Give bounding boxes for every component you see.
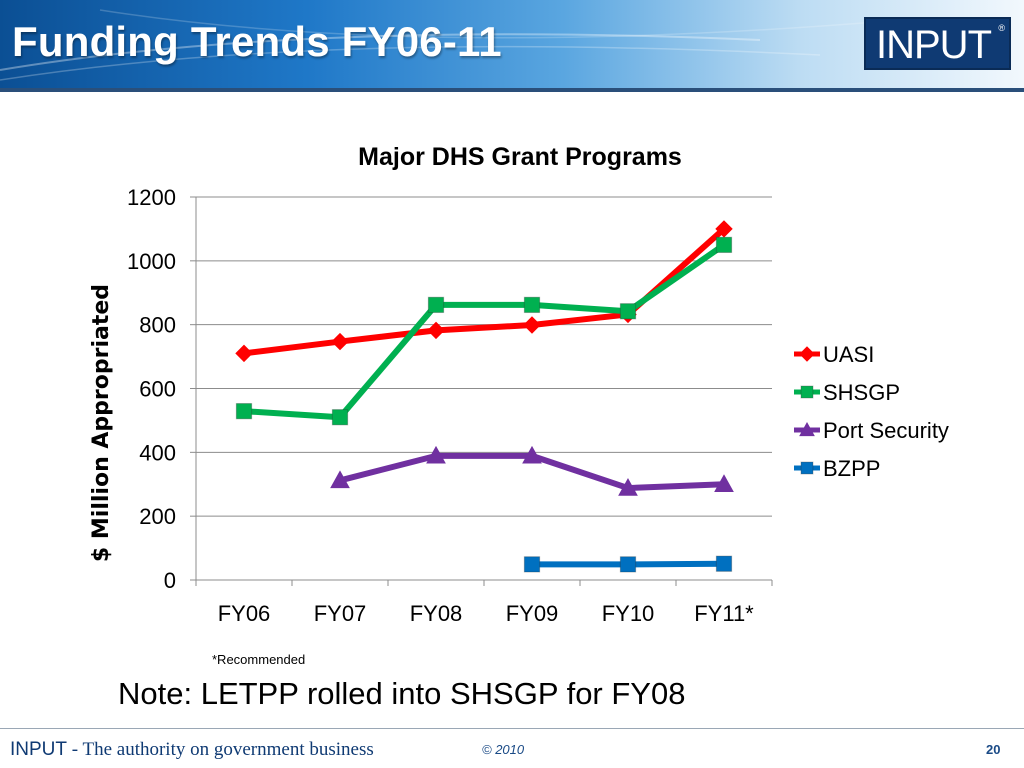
slide-header: Funding Trends FY06-11 INPUT ® [0,0,1024,92]
data-point-port-security [426,445,446,464]
x-tick-label: FY08 [410,601,463,626]
legend-marker [799,421,815,437]
legend-label: Port Security [823,418,949,443]
footer-copyright: © 2010 [482,742,525,757]
data-point-bzpp [619,556,637,573]
y-tick-label: 200 [139,504,176,529]
footer-tagline: INPUT - The authority on government busi… [10,739,374,761]
chart-tick-labels: 0 200 400 600 800 1000 1200 FY06 FY07 FY08 FY09 FY1… [127,185,754,626]
legend-label: SHSGP [823,380,900,405]
logo-text: INPUT [876,23,992,67]
input-logo: INPUT ® [864,17,1011,70]
series-shsgp [235,236,733,426]
page-number: 20 [986,742,1001,757]
y-tick-label: 1200 [127,185,176,210]
legend-label: BZPP [823,456,880,481]
data-point-port-security [522,445,542,464]
data-point-bzpp [523,556,541,573]
header-swoosh-decoration [0,9,901,81]
data-point-uasi [523,316,541,334]
series-port-security [330,445,734,496]
data-point-shsgp [235,403,253,420]
legend-item-port-security: Port Security [794,418,949,443]
data-point-shsgp [427,296,445,314]
footer-tagline-text: - The authority on government business [67,739,374,760]
chart-axes [190,196,773,586]
legend-item-uasi: UASI [794,342,874,367]
y-tick-label: 400 [139,440,176,465]
series-line-shsgp [243,242,726,421]
legend-item-shsgp: SHSGP [794,380,900,405]
y-tick-label: 800 [139,313,176,338]
data-point-shsgp [523,296,541,314]
page-title: Funding Trends FY06-11 [12,18,502,65]
data-point-port-security [618,478,638,496]
data-point-bzpp [715,555,733,572]
series-bzpp [523,555,733,573]
y-tick-label: 600 [139,377,176,402]
chart-series [235,220,734,573]
chart-footnote: *Recommended [212,652,306,667]
legend-item-bzpp: BZPP [794,456,880,481]
chart-gridlines [196,196,772,517]
line-chart: Major DHS Grant Programs $ Million Appro… [89,143,949,626]
x-tick-label: FY09 [506,601,559,626]
data-point-shsgp [331,409,349,426]
chart-title: Major DHS Grant Programs [358,143,682,171]
slide-note: Note: LETPP rolled into SHSGP for FY08 [118,676,686,711]
y-tick-label: 0 [164,568,176,593]
y-axis-label: $ Million Appropriated [89,284,114,562]
legend-marker [800,385,814,399]
chart-legend: UASI SHSGP Port Security BZPP [794,342,949,481]
data-point-uasi [235,344,253,363]
data-point-shsgp [619,303,637,320]
x-tick-label: FY10 [602,601,655,626]
footer-divider [0,728,1024,729]
header-divider [0,88,1024,92]
footer-brand: INPUT [10,739,67,760]
legend-label: UASI [823,342,874,367]
x-tick-label: FY07 [314,601,367,626]
y-tick-label: 1000 [127,249,176,274]
data-point-port-security [330,470,350,489]
data-point-uasi [331,332,349,351]
data-point-uasi [427,321,445,340]
data-point-shsgp [715,236,733,254]
x-tick-label: FY06 [218,601,271,626]
x-tick-label: FY11* [694,601,754,626]
legend-marker [800,461,814,475]
data-point-port-security [714,474,734,492]
data-point-uasi [715,220,733,238]
legend-marker [799,346,815,362]
logo-registered-mark: ® [998,23,1005,33]
